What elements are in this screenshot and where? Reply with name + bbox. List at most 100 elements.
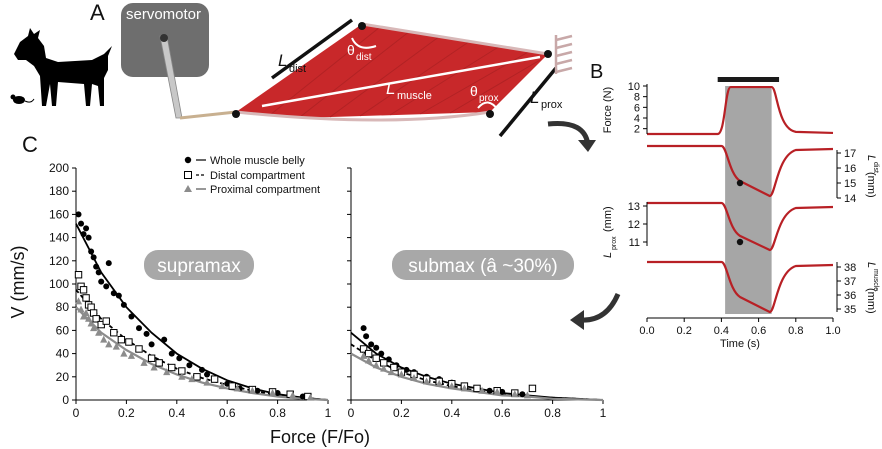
data-point-distal xyxy=(372,354,380,362)
data-point-proximal xyxy=(218,382,226,390)
data-point-distal xyxy=(168,363,176,372)
data-point-distal xyxy=(92,315,100,323)
data-point-whole xyxy=(519,391,526,398)
data-point-distal xyxy=(82,294,90,302)
data-point-proximal xyxy=(410,373,418,381)
data-point-proximal xyxy=(478,386,486,394)
data-point-whole xyxy=(143,330,150,337)
arrow-b-to-c xyxy=(579,292,621,323)
ldist-tick-label: 14 xyxy=(844,193,856,205)
x-tick-label: 0.4 xyxy=(168,406,185,420)
data-point-whole xyxy=(115,292,122,299)
lprox-marker xyxy=(736,238,744,246)
time-tick-label: 0.4 xyxy=(714,325,729,337)
data-point-distal xyxy=(110,329,118,337)
l-muscle-label: L xyxy=(386,79,395,98)
data-point-proximal xyxy=(423,377,431,385)
data-point-distal xyxy=(193,373,201,381)
data-point-proximal xyxy=(178,372,186,380)
data-point-proximal xyxy=(105,340,113,348)
data-point-proximal xyxy=(397,370,405,378)
data-point-distal xyxy=(125,338,133,346)
data-point-distal xyxy=(79,286,88,294)
x-tick-label: 0.2 xyxy=(393,406,410,420)
data-point-proximal xyxy=(365,356,373,364)
theta-dist-sub: dist xyxy=(356,52,372,63)
lmuscle-axis-title: L xyxy=(865,262,877,268)
data-point-proximal xyxy=(435,379,443,387)
data-point-distal xyxy=(228,382,236,390)
ldist-axis-unit: (mm) xyxy=(865,172,877,198)
l-muscle-sub: muscle xyxy=(397,90,432,102)
x-tick-label: 0.6 xyxy=(494,406,511,420)
data-point-whole xyxy=(105,260,112,267)
arrowhead-b-to-c xyxy=(570,310,584,330)
time-tick-label: 0.0 xyxy=(639,325,654,337)
y-tick-label: 140 xyxy=(49,231,69,245)
data-point-proximal xyxy=(150,363,158,371)
data-point-whole xyxy=(176,355,183,362)
panel-b-label: B xyxy=(590,61,603,83)
data-point-whole xyxy=(168,350,175,357)
x-tick-label: 0.8 xyxy=(269,406,286,420)
legend: Whole muscle belly Distal compartment Pr… xyxy=(184,155,320,196)
data-point-proximal xyxy=(90,324,98,332)
data-point-proximal xyxy=(233,384,241,392)
data-point-proximal xyxy=(87,319,95,327)
data-point-whole xyxy=(360,325,367,332)
badge-supramax: supramax xyxy=(144,250,254,280)
lmuscle-tick-label: 36 xyxy=(844,290,856,302)
force-trace xyxy=(647,85,834,136)
servomotor: servomotor xyxy=(121,3,209,119)
data-point-proximal xyxy=(306,393,314,401)
data-point-whole xyxy=(148,341,155,348)
lprox-axis-sub: prox xyxy=(611,236,618,250)
data-point-proximal xyxy=(188,375,196,383)
data-point-proximal xyxy=(372,361,380,369)
data-point-proximal xyxy=(248,386,256,394)
lmuscle-tick-label: 37 xyxy=(844,276,856,288)
time-axis-title: Time (s) xyxy=(720,338,760,350)
data-point-whole xyxy=(486,387,493,394)
fixed-mount xyxy=(554,34,573,74)
arrowhead-a-to-b xyxy=(578,140,596,152)
y-tick-label: 80 xyxy=(56,300,70,314)
data-point-whole xyxy=(363,333,370,340)
data-point-whole xyxy=(368,341,375,348)
lprox-axis-title: L xyxy=(602,252,614,258)
l-prox-sub: prox xyxy=(541,99,563,111)
x-tick-label: 0.8 xyxy=(544,406,561,420)
legend-marker-proximal xyxy=(184,185,192,192)
x-axis-title: Force (F/Fo) xyxy=(270,427,370,447)
fit-curve-open-square xyxy=(75,289,329,401)
data-point-proximal xyxy=(82,309,90,316)
data-point-whole xyxy=(204,371,211,378)
legend-label-whole: Whole muscle belly xyxy=(210,155,305,167)
ldist-axis-title: L xyxy=(865,155,877,161)
y-tick-label: 40 xyxy=(56,347,70,361)
badge-submax-text: submax (â ~30%) xyxy=(408,256,557,277)
force-axis-title: Force (N) xyxy=(602,87,614,133)
theta-prox-sub: prox xyxy=(479,93,498,104)
data-point-proximal xyxy=(511,390,519,398)
data-point-proximal xyxy=(493,387,501,395)
chart-supramax: 0 0.2 0.4 0.6 0.8 1 0 20 40 60 80 100 120 140 160 180 20… xyxy=(49,161,332,420)
data-point-distal xyxy=(473,384,481,393)
data-point-distal xyxy=(528,384,537,393)
data-point-proximal xyxy=(203,378,211,386)
y-tick-label: 120 xyxy=(49,254,69,268)
data-point-whole xyxy=(75,211,82,218)
time-tick-label: 1.0 xyxy=(825,325,840,337)
data-point-distal xyxy=(390,363,398,372)
panel-a-label: A xyxy=(90,0,105,25)
ldist-tick-label: 15 xyxy=(844,178,856,190)
data-point-whole xyxy=(199,366,205,373)
ldist-trace xyxy=(647,144,834,198)
data-point-proximal xyxy=(380,364,388,372)
muscle-diagram xyxy=(232,18,558,138)
data-point-proximal xyxy=(120,349,128,357)
data-point-proximal xyxy=(448,382,456,390)
data-point-proximal xyxy=(268,389,277,397)
lprox-axis-unit: (mm) xyxy=(602,206,614,232)
